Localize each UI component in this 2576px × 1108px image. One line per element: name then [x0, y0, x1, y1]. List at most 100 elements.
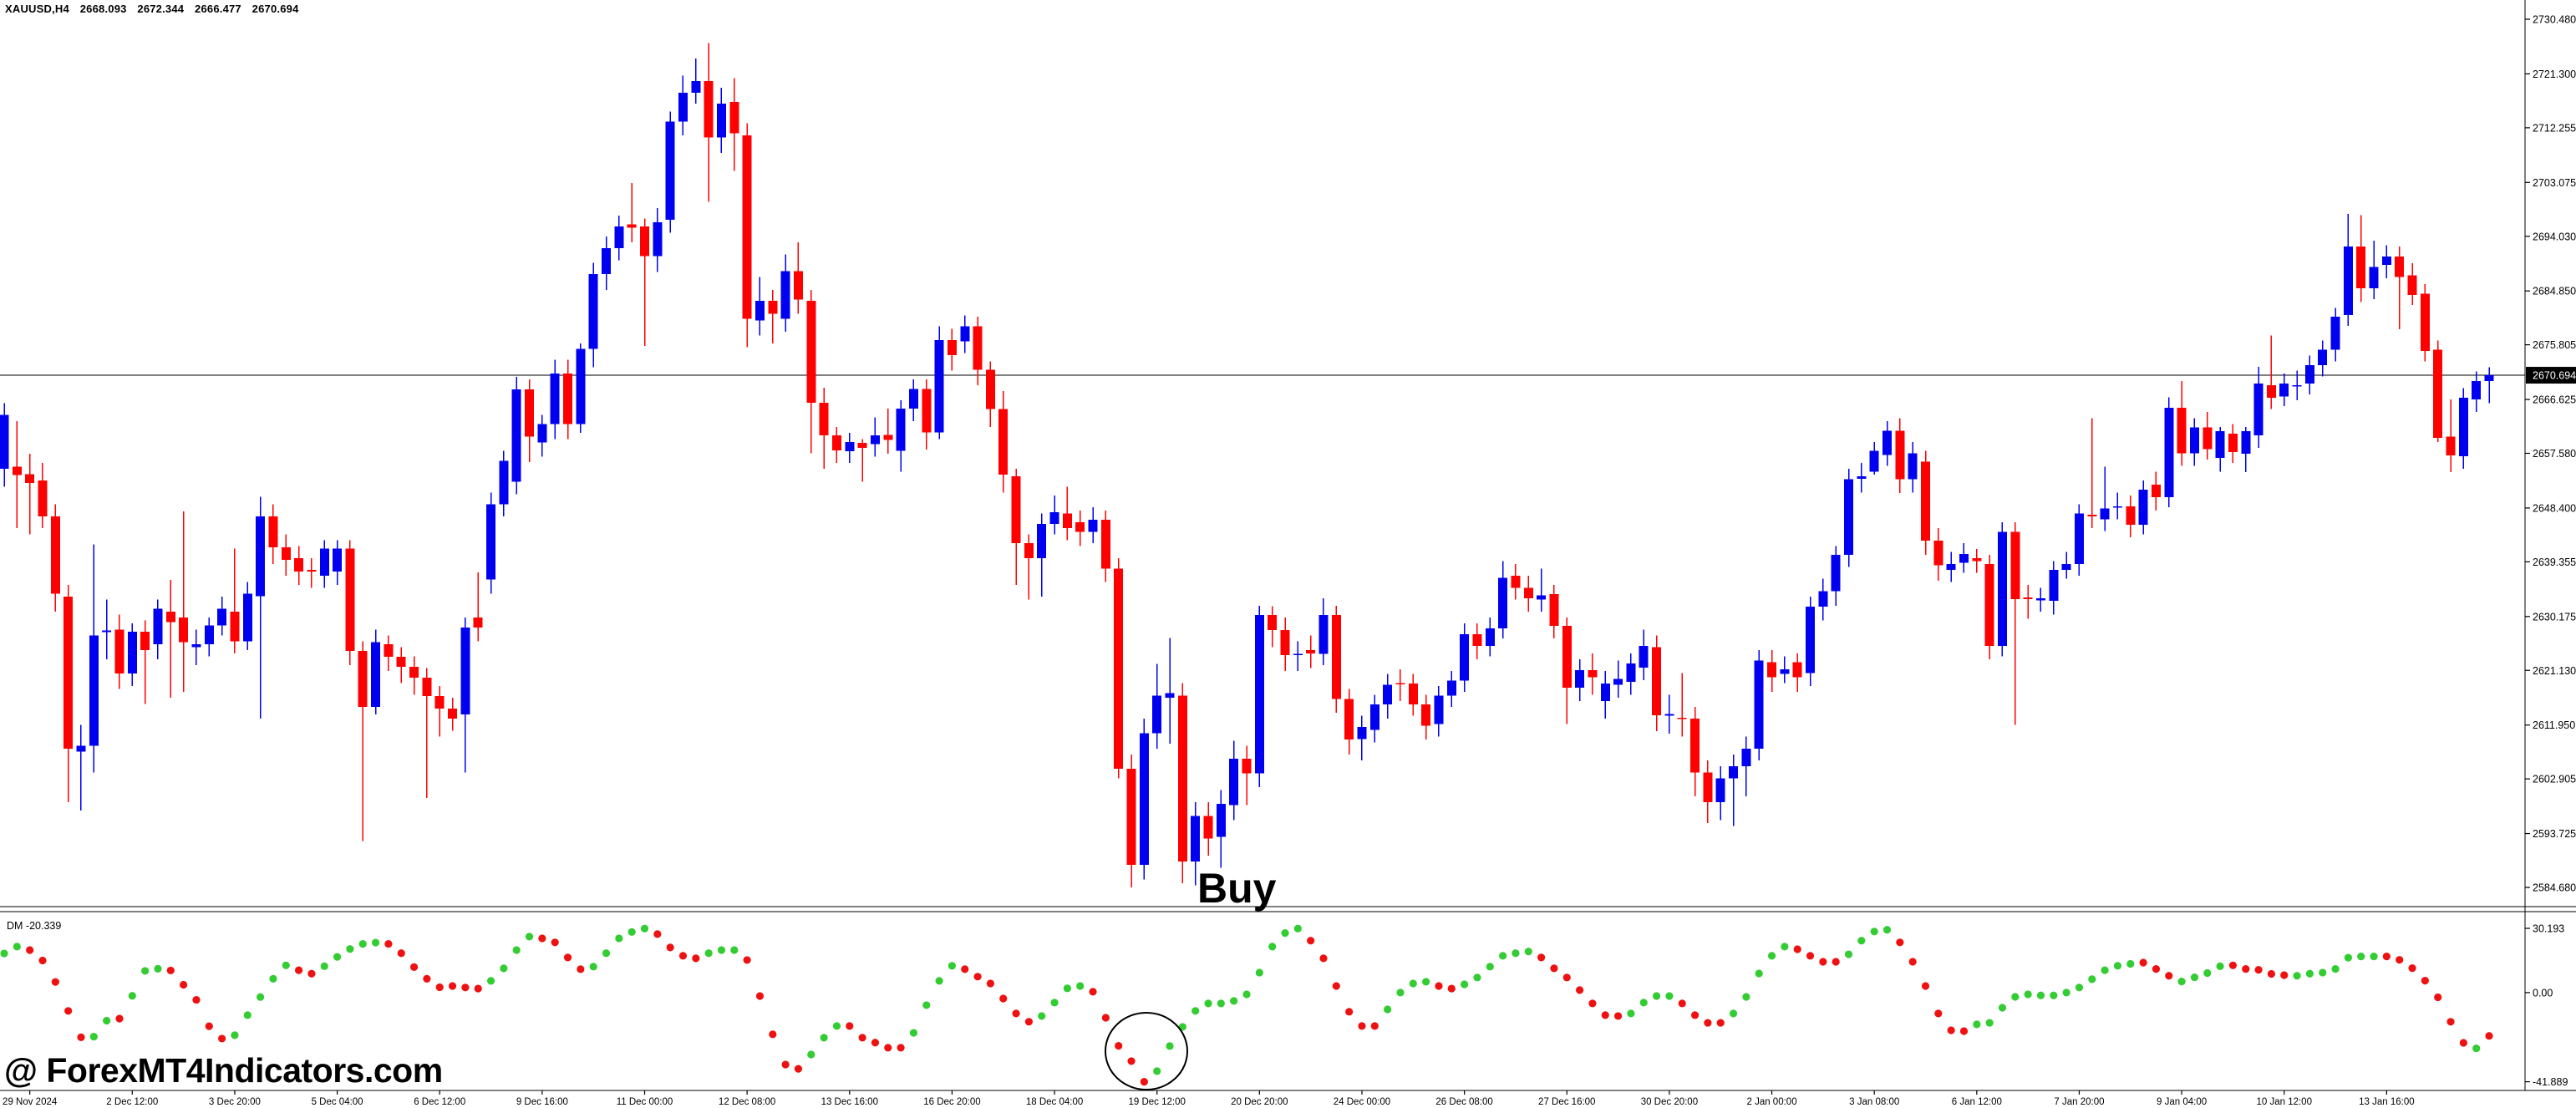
price-axis-label: 2593.725	[2533, 828, 2576, 840]
candle-bull	[1882, 430, 1893, 455]
price-axis-label: 2657.580	[2533, 448, 2576, 460]
candle-bear	[114, 629, 124, 674]
dm-dot-down	[38, 956, 47, 965]
candle-bear	[1472, 633, 1482, 647]
candle-bull	[1613, 679, 1623, 685]
candle-bear	[2446, 436, 2456, 456]
candle-bull	[242, 593, 252, 642]
dm-dot-up	[820, 1034, 828, 1042]
candle-bear	[1652, 647, 1662, 715]
dm-dot-up	[2472, 1044, 2481, 1053]
dm-dot-down	[461, 983, 470, 992]
dm-dot-up	[1461, 980, 1469, 989]
dm-dot-up	[1384, 1005, 1392, 1014]
time-axis-label: 2 Jan 00:00	[1746, 1097, 1796, 1107]
candle-bear	[2151, 485, 2161, 498]
dm-dot-up	[1396, 989, 1405, 997]
time-axis-label: 6 Dec 12:00	[414, 1097, 465, 1107]
dm-dot-up	[1882, 926, 1892, 934]
time-axis-label: 5 Dec 04:00	[312, 1097, 363, 1107]
candle-bear	[2395, 257, 2405, 277]
candle-bull	[1857, 476, 1867, 480]
candle-bull	[1191, 816, 1201, 862]
dm-dot-down	[397, 949, 405, 958]
dm-dot-up	[1755, 969, 1763, 978]
dm-dot-down	[1358, 1022, 1366, 1030]
candle-bear	[230, 611, 240, 642]
dm-dot-up	[13, 943, 21, 951]
dm-dot-down	[551, 938, 559, 947]
candle-bear	[50, 516, 60, 594]
dm-dot-up	[948, 962, 957, 970]
time-axis-label: 3 Dec 20:00	[209, 1097, 261, 1107]
time-axis-label: 10 Jan 12:00	[2256, 1097, 2312, 1107]
dm-dot-down	[51, 978, 59, 986]
candle-bear	[268, 516, 278, 547]
candle-bull	[499, 460, 509, 505]
dm-dot-up	[1076, 982, 1085, 990]
candle-bull	[2292, 385, 2302, 387]
time-axis-label: 19 Dec 12:00	[1128, 1097, 1185, 1107]
time-axis-label: 2 Dec 12:00	[106, 1097, 158, 1107]
time-axis-label: 16 Dec 20:00	[923, 1097, 980, 1107]
time-axis-label: 7 Jan 20:00	[2054, 1097, 2104, 1107]
dm-dot-up	[282, 961, 290, 969]
candle-bear	[704, 80, 714, 138]
dm-dot-down	[1613, 1012, 1623, 1020]
dm-dot-down	[563, 953, 572, 962]
candle-bull	[1383, 684, 1393, 705]
low-value: 2666.477	[195, 3, 241, 15]
candle-bull	[602, 248, 612, 274]
dm-dot-down	[2485, 1032, 2493, 1040]
dm-dot-down	[205, 1022, 213, 1030]
dm-dot-down	[180, 980, 188, 989]
dm-dot-down	[666, 943, 674, 952]
candle-bear	[2087, 514, 2097, 516]
candle-bull	[2472, 381, 2482, 400]
price-axis-label: 2730.480	[2533, 14, 2576, 26]
candle-bear	[1421, 704, 1431, 726]
candle-bull	[89, 635, 99, 746]
candle-bear	[1921, 461, 1930, 541]
candle-bull	[1460, 633, 1470, 681]
dm-dot-down	[986, 979, 995, 988]
dm-dot-up	[935, 977, 943, 985]
dm-dot-up	[1293, 924, 1302, 933]
time-axis-label: 18 Dec 04:00	[1026, 1097, 1083, 1107]
candle-bear	[768, 300, 778, 314]
candle-bull	[755, 300, 765, 321]
candle-bull	[2189, 427, 2199, 454]
candle-bull	[1357, 727, 1367, 740]
candle-bull	[1869, 450, 1879, 472]
candle-bear	[294, 557, 304, 572]
price-axis-label: 2611.950	[2533, 719, 2575, 731]
candle-bull	[1216, 804, 1226, 837]
indicator-axis-label: 30.193	[2533, 923, 2564, 935]
time-axis-label: 11 Dec 00:00	[617, 1097, 673, 1107]
dm-dot-up	[1281, 928, 1289, 938]
dm-dot-up	[1524, 948, 1532, 956]
dm-dot-down	[692, 954, 700, 963]
candle-bull	[153, 608, 163, 645]
watermark: @ ForexMT4Indicators.com	[4, 1051, 443, 1090]
candle-bull	[780, 271, 790, 319]
dm-dot-down	[577, 965, 585, 973]
dm-dot-up	[615, 934, 623, 943]
price-axis-label: 2602.905	[2533, 774, 2576, 785]
candle-bull	[460, 628, 470, 715]
dm-dot-up	[1665, 992, 1674, 1000]
dm-dot-up	[717, 946, 726, 954]
dm-dot-up	[103, 1016, 111, 1025]
candle-bear	[1331, 615, 1341, 699]
candle-bear	[729, 101, 739, 134]
dm-dot-up	[269, 974, 277, 983]
time-axis-label: 13 Jan 16:00	[2359, 1097, 2415, 1107]
dm-dot-down	[192, 995, 201, 1004]
candle-bull	[2138, 489, 2148, 525]
candle-bear	[1268, 615, 1278, 631]
dm-dot-down	[384, 939, 393, 948]
dm-dot-up	[922, 1001, 931, 1009]
dm-dot-down	[1319, 954, 1328, 963]
dm-dot-up	[371, 938, 380, 947]
